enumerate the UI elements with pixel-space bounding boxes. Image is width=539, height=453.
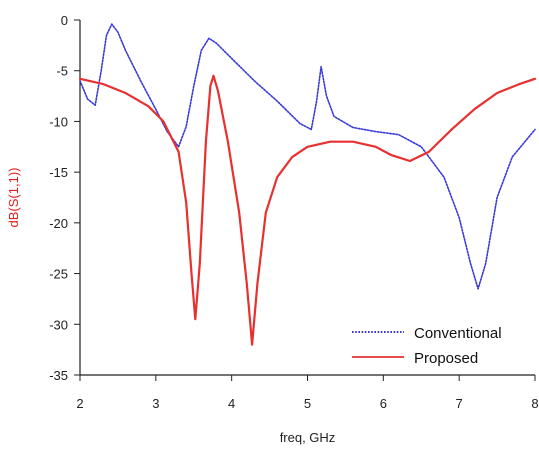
x-tick-label: 4 (228, 396, 235, 411)
legend-label-proposed: Proposed (414, 350, 478, 367)
ticks: 0 -5 -10 -15 -20 -25 -30 -35 2 3 4 5 6 7 8 (49, 13, 538, 411)
y-tick-label: -25 (49, 267, 68, 282)
series-layer (78, 23, 537, 346)
x-tick-label: 3 (152, 396, 159, 411)
legend-label-conventional: Conventional (414, 325, 502, 342)
y-tick-label: -10 (49, 114, 68, 129)
y-tick-label: 0 (61, 13, 68, 28)
y-tick-label: -30 (49, 317, 68, 332)
x-tick-label: 6 (380, 396, 387, 411)
x-tick-label: 5 (304, 396, 311, 411)
x-tick-label: 2 (76, 396, 83, 411)
x-axis-title: freq, GHz (280, 430, 336, 445)
y-axis-title: dB(S(1,1)) (6, 168, 21, 228)
x-tick-label: 8 (531, 396, 538, 411)
series-line-proposed (78, 74, 537, 346)
series-line-conventional (79, 23, 536, 290)
y-tick-label: -15 (49, 165, 68, 180)
y-tick-label: -20 (49, 216, 68, 231)
legend: Conventional Proposed (352, 325, 502, 367)
x-tick-label: 7 (456, 396, 463, 411)
axes (79, 20, 535, 376)
y-tick-label: -35 (49, 368, 68, 383)
y-tick-label: -5 (56, 64, 68, 79)
